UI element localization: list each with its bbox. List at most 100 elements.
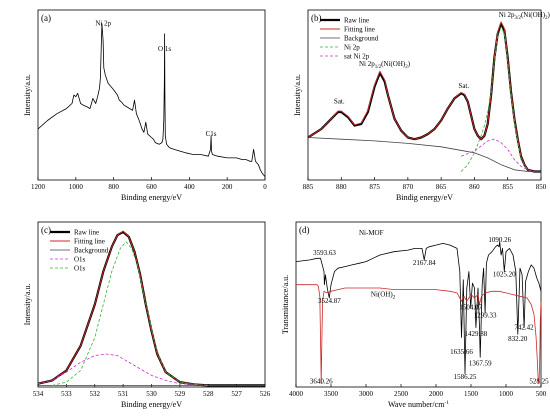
- legend-entry-b-2: Background: [344, 35, 379, 43]
- y-axis-label-d: Transmittance/a.u.: [281, 275, 290, 334]
- x-tick-label-c-2: 532: [90, 390, 101, 398]
- legend-entry-c-1: Fitting line: [74, 238, 105, 246]
- series-line-c-4: [52, 241, 209, 386]
- series-label-sub-d-1: 2: [393, 294, 396, 300]
- x-tick-label-b-1: 880: [336, 183, 347, 191]
- y-axis-label-b: Intensity/a.u.: [293, 74, 302, 116]
- annotation-b-0: Sat.: [334, 98, 345, 106]
- series-label-d-1: Ni(OH)2: [371, 290, 396, 300]
- annotation-sub2-b-2: 2: [405, 65, 408, 70]
- x-tick-label-a-5: 200: [222, 183, 233, 191]
- annotation-d-11: 832.20: [508, 335, 528, 343]
- legend-entry-c-4: O1s: [74, 265, 86, 273]
- x-tick-label-b-0: 885: [303, 183, 314, 191]
- legend-entry-b-3: Ni 2p: [344, 44, 360, 52]
- annotation-d-7: 1429.88: [465, 330, 488, 338]
- annotation-b-3: Ni 2p3/2(Ni(OH)2): [499, 11, 550, 21]
- annotation-b-1: Sat.: [458, 82, 469, 90]
- x-tick-label-a-2: 800: [108, 183, 119, 191]
- annotation-d-13: 3640.26: [310, 378, 333, 386]
- panel-d: (d) 4000 3500 3000 2500 2000 1500 1000 500 Wave n…: [281, 221, 549, 409]
- panel-b: (b) 885 880 875 870 865 860 855 850 Bindig energy…: [293, 9, 550, 202]
- x-tick-label-d-2: 3000: [359, 390, 374, 398]
- annotation-d-10: 1586.25: [454, 373, 477, 381]
- x-tick-label-c-0: 534: [33, 390, 44, 398]
- annotation-d-8: 1635.66: [450, 348, 473, 356]
- x-tick-label-a-3: 600: [146, 183, 157, 191]
- x-axis-label-a: Binding energy/eV: [121, 193, 182, 202]
- annotation-d-2: 2167.84: [413, 259, 436, 267]
- panel-label-c: (c): [41, 225, 51, 235]
- x-axis-label-b: Bindig energy/eV: [396, 193, 453, 202]
- x-tick-label-b-4: 865: [436, 183, 447, 191]
- legend-entry-c-2: Background: [74, 247, 109, 255]
- annotation-a-1: O 1s: [158, 45, 171, 53]
- panel-a: (a) 1200 1000 800 600 400 200 0 Binding energy/e…: [23, 9, 267, 202]
- annotation-d-1: 3524.87: [318, 297, 341, 305]
- x-tick-label-d-7: 500: [536, 390, 547, 398]
- annotation-paren-b-2: (Ni(OH): [381, 60, 406, 68]
- series-line-b-3: [460, 26, 535, 172]
- x-tick-label-d-3: 2500: [394, 390, 409, 398]
- annotation-d-12: 742.42: [514, 323, 534, 331]
- annotation-d-3: 1090.26: [488, 236, 511, 244]
- x-tick-label-d-0: 4000: [289, 390, 304, 398]
- annotation-sub2-b-3: 2: [545, 16, 548, 21]
- x-tick-label-c-4: 530: [146, 390, 157, 398]
- x-tick-label-c-5: 529: [175, 390, 186, 398]
- x-tick-label-a-1: 1000: [69, 183, 84, 191]
- series-line-d-0: [295, 241, 542, 375]
- x-tick-label-c-7: 527: [231, 390, 242, 398]
- annotation-d-4: 1025.20: [493, 270, 516, 278]
- x-tick-label-a-4: 400: [184, 183, 195, 191]
- annotation-sub-b-2: 1/2: [375, 65, 382, 70]
- series-label-d-0: Ni-MOF: [359, 229, 384, 237]
- x-tick-label-d-1: 3500: [324, 390, 339, 398]
- x-tick-label-d-5: 1500: [464, 390, 479, 398]
- annotation-a-0: Ni 2p: [95, 19, 111, 27]
- legend-entry-c-3: O1s: [74, 256, 86, 264]
- annotation-d-5: 1504.07: [459, 303, 482, 311]
- plot-frame-a: [37, 9, 266, 181]
- panel-label-a: (a): [41, 13, 51, 23]
- x-tick-label-c-8: 526: [260, 390, 271, 398]
- x-tick-label-b-6: 855: [502, 183, 513, 191]
- annotation-a-2: C1s: [206, 130, 217, 138]
- annotation-paren-b-3: (Ni(OH): [521, 11, 546, 19]
- annotation-d-14: 528.25: [529, 378, 549, 386]
- series-line-c-3: [37, 353, 209, 386]
- x-tick-label-b-3: 870: [403, 183, 414, 191]
- panel-c: (c) 534 533 532 531 530 529 528 527 526 Binding en…: [23, 221, 271, 409]
- x-tick-label-d-4: 2000: [429, 390, 444, 398]
- legend-entry-b-4: sat Ni 2p: [344, 53, 370, 61]
- series-line-c-0: [37, 230, 265, 387]
- legend-entry-b-0: Raw line: [344, 17, 369, 25]
- plot-frame-b: [307, 9, 542, 181]
- x-tick-label-c-6: 528: [203, 390, 214, 398]
- x-tick-label-a-0: 1200: [31, 183, 46, 191]
- panel-label-b: (b): [311, 13, 322, 23]
- x-tick-label-d-6: 1000: [499, 390, 514, 398]
- series-line-a-0: [37, 23, 266, 177]
- annotation-d-9: 1367.59: [469, 360, 492, 368]
- x-tick-label-c-3: 531: [118, 390, 129, 398]
- series-line-c-1: [37, 230, 265, 386]
- x-tick-label-b-2: 875: [369, 183, 380, 191]
- x-tick-label-b-7: 850: [536, 183, 547, 191]
- legend-entry-b-1: Fitting line: [344, 26, 375, 34]
- series-line-b-4: [460, 138, 535, 172]
- x-axis-label-d: Wave number/cm-1: [388, 400, 449, 409]
- y-axis-label-a: Intensity/a.u.: [23, 74, 32, 116]
- annotation-d-6: 1299.33: [474, 312, 497, 320]
- series-line-d-1: [296, 284, 542, 385]
- legend-entry-c-0: Raw line: [74, 229, 99, 237]
- series-line-b-2: [307, 137, 541, 172]
- x-axis-label-sup-d: -1: [444, 400, 449, 406]
- x-tick-label-c-1: 533: [61, 390, 72, 398]
- annotation-tail-b-3: ): [548, 11, 550, 19]
- panel-label-d: (d): [299, 225, 310, 235]
- annotation-sub-b-3: 3/2: [515, 16, 522, 21]
- annotation-d-0: 3593.63: [313, 249, 336, 257]
- y-axis-label-c: Intensity/a.u.: [23, 284, 32, 326]
